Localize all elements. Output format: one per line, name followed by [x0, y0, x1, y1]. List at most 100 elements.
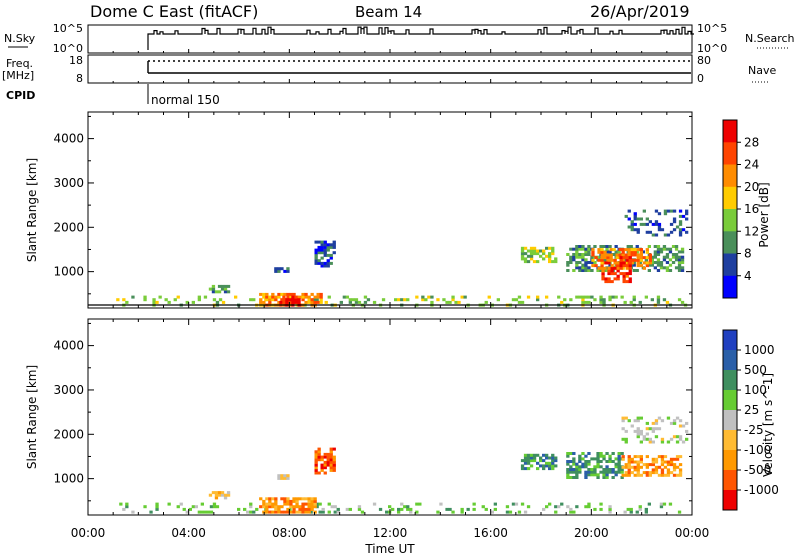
scatter-cell	[619, 261, 623, 265]
scatter-cell	[675, 465, 680, 469]
scatter-cell	[243, 507, 247, 511]
scatter-cell	[587, 245, 591, 248]
scatter-cell	[630, 460, 634, 464]
scatter-cell	[593, 245, 597, 248]
scatter-cell	[617, 457, 621, 461]
scatter-cell	[314, 256, 318, 260]
scatter-cell	[259, 505, 263, 509]
scatter-cell	[578, 255, 582, 259]
scatter-cell	[608, 245, 612, 248]
scatter-cell	[415, 502, 419, 506]
scatter-cell	[403, 298, 407, 302]
x-tick-label: 04:00	[171, 526, 206, 540]
scatter-cell	[394, 298, 398, 302]
scatter-cell	[249, 298, 253, 302]
scatter-cell	[323, 471, 327, 475]
scatter-cell	[616, 274, 620, 278]
scatter-cell	[566, 473, 570, 477]
nsearch-label: N.Search	[745, 32, 795, 45]
scatter-cell	[288, 300, 292, 304]
scatter-cell	[289, 505, 293, 509]
scatter-cell	[635, 245, 639, 248]
scatter-cell	[548, 461, 552, 465]
scatter-cell	[348, 507, 352, 511]
scatter-cell	[624, 473, 628, 477]
scatter-cell	[584, 460, 588, 463]
scatter-cell	[663, 455, 668, 459]
scatter-cell	[385, 510, 389, 514]
power-colorbar-label: Power [dB]	[757, 182, 771, 247]
scatter-cell	[314, 471, 318, 475]
scatter-cell	[572, 460, 576, 463]
scatter-cell	[654, 220, 659, 224]
scatter-cell	[659, 250, 664, 254]
scatter-cell	[566, 261, 570, 264]
beam-title: Beam 14	[355, 3, 422, 21]
scatter-cell	[526, 505, 531, 509]
scatter-cell	[645, 264, 649, 268]
scatter-cell	[329, 455, 333, 459]
scatter-cell	[685, 212, 689, 216]
scatter-cell	[226, 290, 231, 294]
scatter-cell	[279, 300, 283, 304]
colorbar-tick-label: -500	[744, 463, 771, 477]
scatter-cell	[620, 470, 624, 474]
scatter-cell	[122, 298, 126, 302]
scatter-cell	[259, 298, 263, 302]
scatter-cell	[332, 460, 336, 464]
scatter-cell	[599, 507, 603, 511]
scatter-cell	[323, 245, 327, 249]
scatter-cell	[332, 251, 336, 255]
scatter-cell	[536, 453, 540, 457]
scatter-cell	[511, 298, 516, 302]
scatter-cell	[310, 292, 314, 296]
scatter-cell	[354, 298, 359, 302]
scatter-cell	[320, 466, 324, 470]
scatter-cell	[610, 266, 614, 270]
scatter-cell	[668, 269, 673, 272]
scatter-cell	[618, 253, 622, 257]
scatter-cell	[301, 502, 305, 506]
scatter-cell	[606, 256, 610, 260]
scatter-cell	[620, 452, 624, 455]
scatter-cell	[581, 295, 585, 299]
scatter-cell	[397, 510, 401, 514]
scatter-cell	[642, 471, 646, 475]
scatter-cell	[630, 465, 634, 469]
scatter-cell	[487, 295, 491, 299]
scatter-cell	[677, 266, 682, 270]
scatter-cell	[323, 452, 327, 456]
scatter-cell	[633, 258, 637, 262]
scatter-cell	[608, 460, 612, 463]
scatter-cell	[641, 250, 645, 254]
scatter-cell	[463, 295, 467, 299]
scatter-cell	[329, 450, 333, 454]
scatter-cell	[596, 473, 600, 477]
scatter-cell	[639, 457, 643, 461]
colorbar-swatch	[723, 410, 737, 431]
scatter-cell	[472, 502, 476, 506]
scatter-cell	[587, 295, 591, 299]
scatter-cell	[286, 476, 290, 480]
scatter-cell	[678, 209, 683, 213]
velocity-y-axis: 1000 2000 3000 4000	[53, 322, 692, 502]
scatter-cell	[602, 468, 606, 471]
scatter-cell	[672, 465, 677, 469]
scatter-cell	[372, 502, 377, 506]
scatter-cell	[548, 502, 552, 506]
scatter-cell	[657, 225, 662, 229]
scatter-cell	[536, 461, 540, 465]
x-tick-label: 20:00	[574, 526, 609, 540]
scatter-cell	[520, 459, 525, 463]
scatter-cell	[442, 298, 446, 302]
scatter-cell	[605, 473, 609, 477]
scatter-cell	[360, 510, 365, 514]
scatter-cell	[326, 261, 330, 265]
power-colorbar: 4 8 12 16 20 24 28	[722, 119, 759, 299]
scatter-cell	[315, 298, 319, 302]
scatter-cell	[200, 510, 204, 514]
scatter-cell	[265, 295, 269, 299]
scatter-cell	[314, 468, 318, 472]
y-tick-label: 2000	[53, 427, 84, 441]
scatter-cell	[164, 298, 168, 302]
